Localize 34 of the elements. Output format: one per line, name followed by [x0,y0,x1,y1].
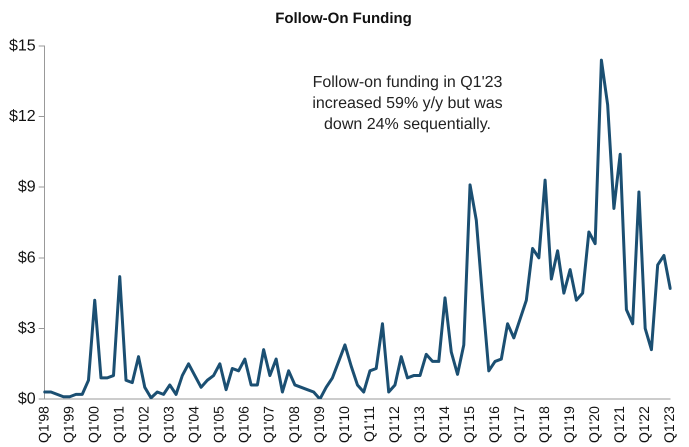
annotation: Follow-on funding in Q1'23 increased 59% y/y but was down 24% sequentially. [311,73,504,135]
x-tick-label: Q1'11 [360,406,377,442]
x-tick-label: Q1'12 [386,406,402,443]
x-tick-label: Q1'10 [336,406,352,443]
chart-title: Follow-On Funding [275,10,412,28]
y-tick-label: $15 [8,37,36,54]
x-tick-label: Q1'07 [260,406,277,443]
x-tick-label: Q1'13 [410,406,427,443]
x-tick-label: Q1'15 [460,406,477,443]
x-tick-label: Q1'99 [60,406,77,443]
x-tick-label: Q1'18 [536,406,552,443]
y-tick-label: $0 [18,390,36,408]
x-tick-label: Q1'05 [210,406,227,443]
x-tick-label: Q1'17 [510,406,527,443]
x-tick-label: Q1'09 [310,406,327,443]
x-tick-label: Q1'08 [286,406,302,443]
x-tick-label: Q1'06 [236,406,252,443]
x-tick-label: Q1'04 [186,406,202,443]
y-tick-label: $9 [18,178,36,196]
x-tick-label: Q1'98 [36,406,52,443]
x-tick-label: Q1'19 [560,406,577,443]
x-tick-label: Q1'03 [160,406,177,443]
x-tick-label: Q1'23 [661,406,678,443]
x-tick-label: Q1'01 [110,406,127,443]
x-tick-label: Q1'00 [86,406,102,443]
x-tick-label: Q1'16 [486,406,502,443]
x-tick-label: Q1'14 [436,406,452,443]
y-tick-label: $3 [18,320,36,337]
y-tick-label: $6 [18,249,36,266]
y-tick-label: $12 [8,108,36,126]
x-tick-label: Q1'21 [611,406,628,443]
x-tick-label: Q1'22 [636,406,652,443]
x-tick-label: Q1'02 [136,406,152,443]
x-tick-label: Q1'20 [586,406,602,443]
